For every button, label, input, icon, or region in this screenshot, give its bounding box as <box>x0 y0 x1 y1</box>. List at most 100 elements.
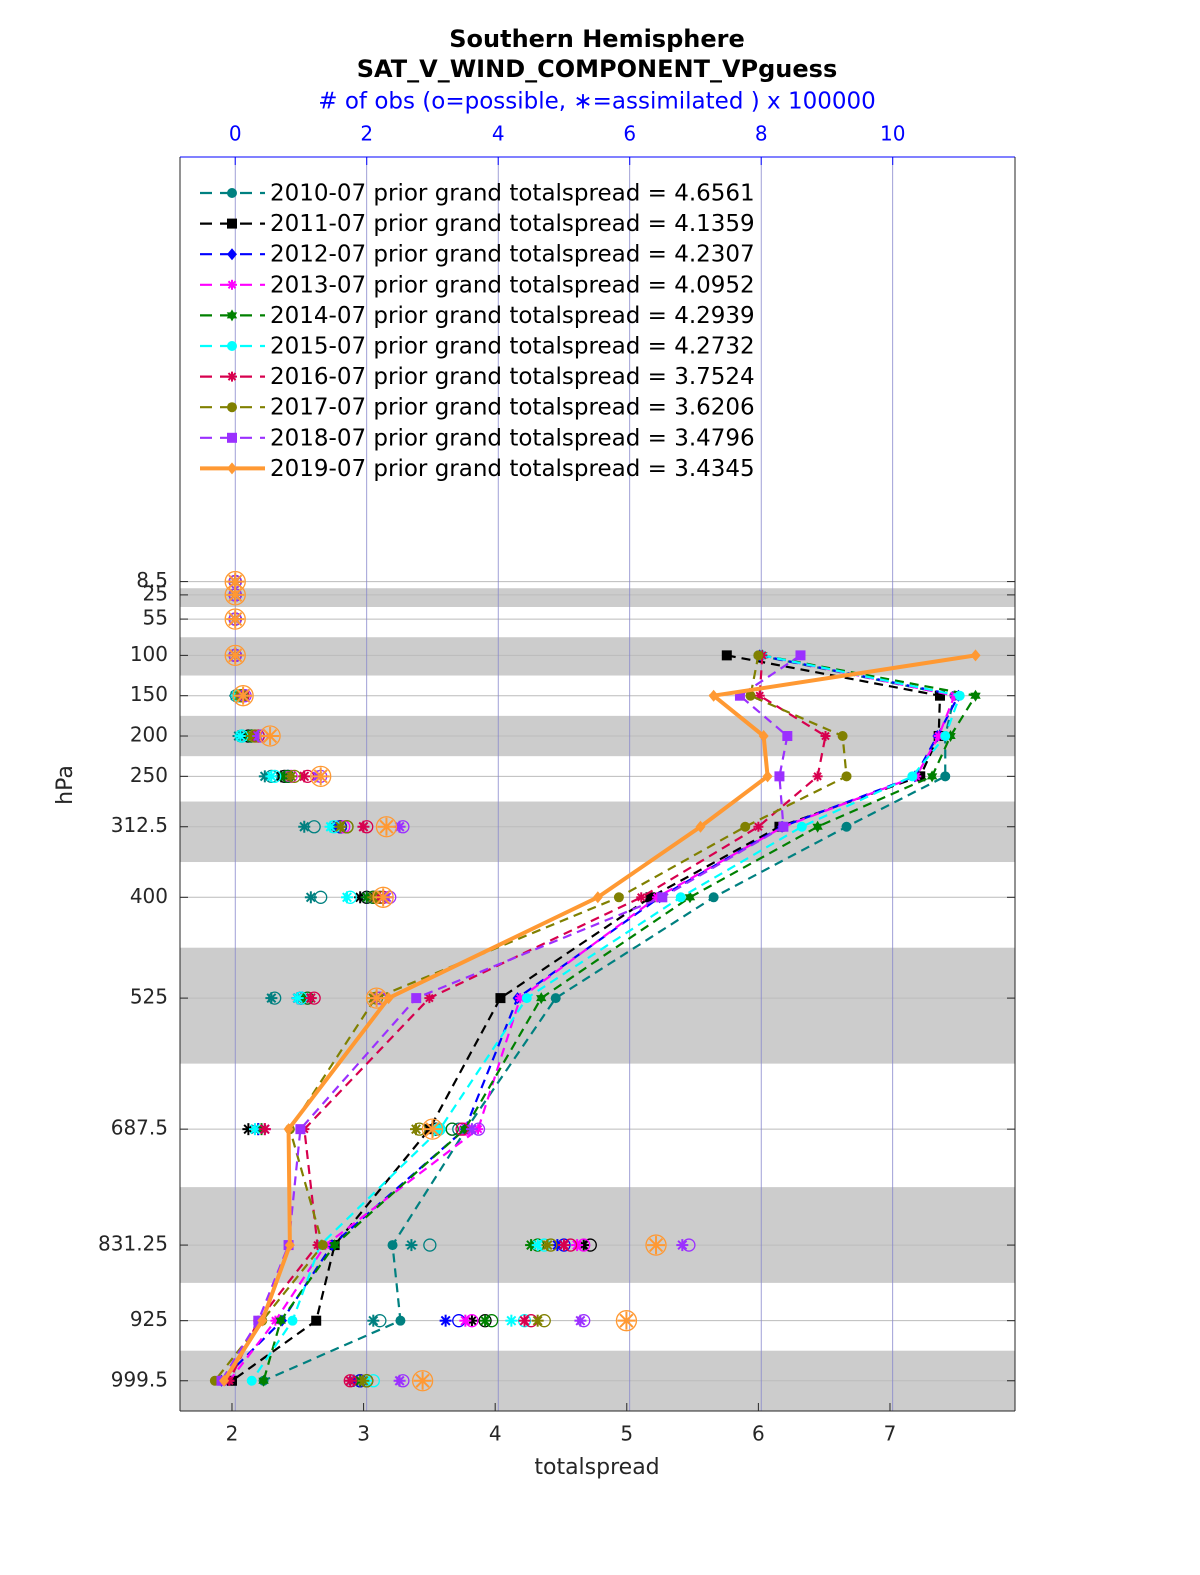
marker-shape <box>257 1314 268 1327</box>
data-point <box>796 821 807 832</box>
data-point <box>383 992 394 1005</box>
legend-marker <box>227 462 237 475</box>
data-point <box>283 1123 294 1136</box>
marker-shape <box>536 992 547 1005</box>
marker-shape <box>406 1240 417 1251</box>
data-point <box>592 891 603 904</box>
data-point <box>636 892 647 903</box>
marker-shape <box>466 1124 477 1135</box>
x2-tick-label: 6 <box>623 122 636 146</box>
legend-marker <box>227 402 237 413</box>
legend-marker <box>227 371 237 382</box>
data-point <box>907 771 918 782</box>
data-point <box>841 821 852 832</box>
legend-label: 2011-07 prior grand totalspread = 4.1359 <box>270 211 755 237</box>
marker-shape <box>387 1240 398 1251</box>
marker-shape <box>675 892 686 903</box>
data-point <box>753 821 764 832</box>
obs-assimilated-marker <box>324 820 337 833</box>
obs-possible-marker <box>232 685 254 707</box>
marker-shape <box>227 432 237 443</box>
data-point <box>721 650 732 661</box>
obs-possible-marker <box>259 725 281 747</box>
obs-assimilated-marker <box>226 610 245 629</box>
data-point <box>246 1375 257 1386</box>
data-point <box>734 690 745 701</box>
marker-shape <box>394 821 405 832</box>
data-point <box>774 771 785 782</box>
x2-axis-title: # of obs (o=possible, ∗=assimilated ) x … <box>318 89 876 115</box>
obs-assimilated-marker <box>234 730 247 743</box>
data-point <box>675 892 686 903</box>
legend-label: 2016-07 prior grand totalspread = 3.7524 <box>270 364 755 390</box>
marker-shape <box>445 1122 459 1136</box>
legend-label: 2014-07 prior grand totalspread = 4.2939 <box>270 303 755 329</box>
data-point <box>613 892 624 903</box>
marker-shape <box>415 1373 430 1388</box>
obs-assimilated-marker <box>531 1314 544 1327</box>
marker-shape <box>335 821 346 832</box>
marker-shape <box>250 1124 260 1135</box>
obs-assimilated-marker <box>557 1239 570 1252</box>
marker-shape <box>762 770 773 783</box>
marker-shape <box>235 731 246 741</box>
marker-shape <box>224 644 246 667</box>
obs-assimilated-marker <box>261 727 280 746</box>
obs-assimilated-marker <box>410 1123 423 1136</box>
obs-assimilated-marker <box>439 1314 452 1327</box>
x2-tick-label: 0 <box>229 122 242 146</box>
legend-label: 2017-07 prior grand totalspread = 3.6206 <box>270 395 755 421</box>
marker-shape <box>684 891 696 904</box>
data-point <box>837 731 848 742</box>
data-point <box>287 1315 298 1326</box>
y-tick-label: 925 <box>130 1307 168 1331</box>
y-tick-label: 687.5 <box>111 1116 168 1140</box>
obs-assimilated-marker <box>405 1239 418 1252</box>
marker-shape <box>521 993 532 1004</box>
data-point <box>782 731 793 742</box>
y-tick-label: 831.25 <box>98 1232 168 1256</box>
marker-shape <box>395 1315 406 1326</box>
x-tick-label: 3 <box>357 1422 370 1446</box>
obs-assimilated-marker <box>541 1239 554 1252</box>
obs-assimilated-marker <box>334 820 347 833</box>
x-axis-title: totalspread <box>534 1455 659 1480</box>
marker-shape <box>379 819 394 834</box>
marker-shape <box>227 280 237 290</box>
data-point <box>329 1239 340 1252</box>
marker-shape <box>841 771 852 782</box>
obs-assimilated-marker <box>304 891 317 904</box>
x2-tick-label: 2 <box>360 122 373 146</box>
marker-shape <box>227 402 237 413</box>
marker-shape <box>796 821 807 832</box>
y-tick-label: 8.5 <box>136 568 168 592</box>
legend-marker <box>226 309 238 322</box>
marker-shape <box>299 771 310 782</box>
marker-shape <box>329 1239 340 1252</box>
obs-assimilated-marker <box>505 1314 518 1327</box>
legend-label: 2010-07 prior grand totalspread = 4.6561 <box>270 181 755 207</box>
data-point <box>550 993 561 1004</box>
marker-shape <box>227 188 237 198</box>
marker-shape <box>224 608 246 630</box>
marker-shape <box>375 816 398 838</box>
marker-shape <box>342 892 352 903</box>
marker-shape <box>228 574 243 589</box>
marker-shape <box>721 650 732 661</box>
data-point <box>926 770 938 783</box>
data-point <box>317 1240 328 1251</box>
data-point <box>708 689 719 702</box>
obs-assimilated-marker <box>291 992 304 1005</box>
obs-assimilated-marker <box>311 767 330 786</box>
obs-assimilated-marker <box>374 888 393 907</box>
marker-shape <box>228 587 243 602</box>
data-point <box>753 650 764 661</box>
marker-shape <box>550 993 561 1004</box>
data-point <box>740 821 751 832</box>
obs-assimilated-marker <box>248 1123 261 1136</box>
y-tick-label: 400 <box>130 884 168 908</box>
x-tick-label: 2 <box>226 1422 239 1446</box>
marker-shape <box>592 891 603 904</box>
data-point <box>940 771 951 782</box>
